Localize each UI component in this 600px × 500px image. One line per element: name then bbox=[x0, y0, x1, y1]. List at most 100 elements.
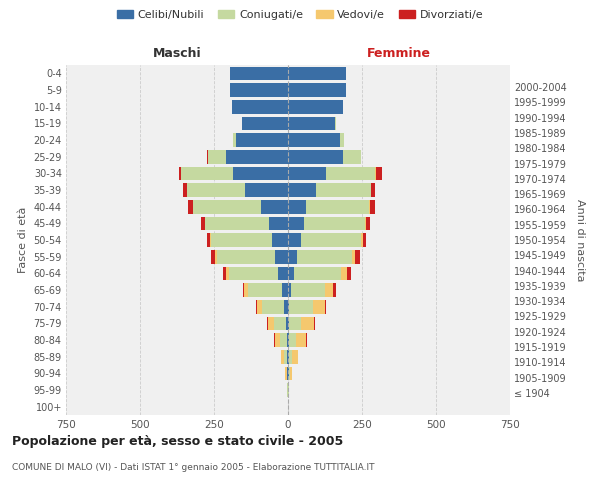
Bar bbox=[226, 266, 229, 280]
Bar bbox=[274, 316, 286, 330]
Bar bbox=[288, 133, 340, 147]
Bar bbox=[316, 183, 371, 197]
Bar bbox=[306, 200, 370, 213]
Bar bbox=[281, 350, 284, 364]
Bar bbox=[297, 250, 352, 264]
Bar bbox=[232, 100, 288, 114]
Bar bbox=[376, 166, 382, 180]
Bar bbox=[370, 200, 375, 213]
Bar bbox=[183, 183, 187, 197]
Bar bbox=[289, 316, 301, 330]
Y-axis label: Anni di nascita: Anni di nascita bbox=[575, 198, 586, 281]
Bar bbox=[288, 83, 346, 97]
Bar bbox=[272, 233, 288, 247]
Bar bbox=[365, 216, 367, 230]
Bar bbox=[287, 350, 288, 364]
Bar bbox=[288, 250, 297, 264]
Bar bbox=[371, 183, 375, 197]
Bar bbox=[242, 116, 288, 130]
Bar bbox=[262, 300, 284, 314]
Bar bbox=[288, 200, 306, 213]
Bar bbox=[278, 266, 288, 280]
Bar bbox=[275, 250, 288, 264]
Bar bbox=[284, 350, 287, 364]
Bar bbox=[269, 216, 288, 230]
Bar bbox=[211, 250, 215, 264]
Bar bbox=[289, 366, 290, 380]
Bar bbox=[229, 266, 278, 280]
Bar bbox=[201, 216, 205, 230]
Bar bbox=[288, 216, 304, 230]
Bar bbox=[266, 316, 268, 330]
Bar bbox=[288, 66, 346, 80]
Bar bbox=[282, 283, 288, 297]
Bar bbox=[347, 266, 351, 280]
Bar bbox=[244, 283, 248, 297]
Text: Popolazione per età, sesso e stato civile - 2005: Popolazione per età, sesso e stato civil… bbox=[12, 435, 343, 448]
Bar bbox=[284, 300, 288, 314]
Bar bbox=[352, 250, 355, 264]
Bar bbox=[304, 216, 365, 230]
Bar bbox=[215, 250, 217, 264]
Bar bbox=[233, 166, 288, 180]
Bar bbox=[291, 283, 325, 297]
Bar bbox=[333, 283, 335, 297]
Bar bbox=[340, 133, 344, 147]
Text: Maschi: Maschi bbox=[152, 47, 202, 60]
Bar bbox=[288, 150, 343, 164]
Bar bbox=[326, 166, 376, 180]
Bar bbox=[205, 216, 269, 230]
Bar bbox=[187, 183, 245, 197]
Bar bbox=[301, 316, 314, 330]
Bar bbox=[208, 150, 226, 164]
Bar bbox=[245, 183, 288, 197]
Bar bbox=[288, 233, 301, 247]
Bar bbox=[223, 266, 226, 280]
Bar bbox=[367, 216, 370, 230]
Bar bbox=[275, 333, 280, 347]
Bar bbox=[296, 333, 307, 347]
Text: Femmine: Femmine bbox=[367, 47, 431, 60]
Text: COMUNE DI MALO (VI) - Dati ISTAT 1° gennaio 2005 - Elaborazione TUTTITALIA.IT: COMUNE DI MALO (VI) - Dati ISTAT 1° genn… bbox=[12, 462, 374, 471]
Bar bbox=[355, 250, 359, 264]
Legend: Celibi/Nubili, Coniugati/e, Vedovi/e, Divorziati/e: Celibi/Nubili, Coniugati/e, Vedovi/e, Di… bbox=[112, 6, 488, 25]
Bar bbox=[288, 166, 326, 180]
Bar bbox=[280, 333, 287, 347]
Bar bbox=[289, 333, 296, 347]
Bar bbox=[288, 266, 294, 280]
Bar bbox=[343, 150, 361, 164]
Bar bbox=[226, 150, 288, 164]
Bar bbox=[288, 116, 335, 130]
Y-axis label: Fasce di età: Fasce di età bbox=[18, 207, 28, 273]
Bar bbox=[188, 200, 193, 213]
Bar bbox=[211, 233, 272, 247]
Bar bbox=[236, 133, 288, 147]
Bar bbox=[288, 183, 316, 197]
Bar bbox=[243, 283, 244, 297]
Bar bbox=[262, 200, 288, 213]
Bar bbox=[288, 300, 289, 314]
Bar bbox=[248, 283, 282, 297]
Bar bbox=[341, 266, 347, 280]
Bar bbox=[325, 300, 326, 314]
Bar bbox=[257, 300, 262, 314]
Bar bbox=[287, 333, 288, 347]
Bar bbox=[290, 366, 292, 380]
Bar bbox=[288, 316, 289, 330]
Bar bbox=[301, 233, 361, 247]
Bar bbox=[361, 233, 363, 247]
Bar bbox=[286, 366, 287, 380]
Bar bbox=[230, 83, 288, 97]
Bar bbox=[217, 250, 275, 264]
Bar bbox=[233, 133, 236, 147]
Bar bbox=[256, 300, 257, 314]
Bar bbox=[292, 350, 298, 364]
Bar bbox=[230, 66, 288, 80]
Bar bbox=[268, 316, 274, 330]
Bar bbox=[193, 200, 262, 213]
Bar bbox=[313, 300, 325, 314]
Bar bbox=[210, 233, 211, 247]
Bar bbox=[363, 233, 367, 247]
Bar bbox=[288, 100, 343, 114]
Bar bbox=[289, 350, 292, 364]
